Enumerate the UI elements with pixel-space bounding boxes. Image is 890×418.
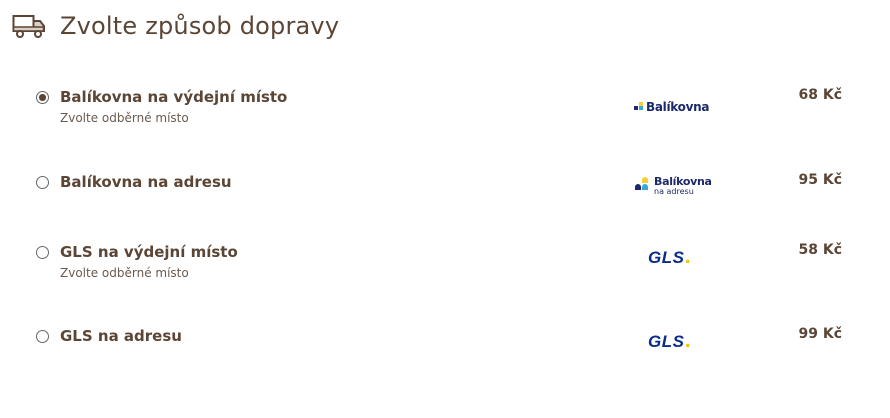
choose-pickup-link[interactable]: Zvolte odběrné místo bbox=[60, 266, 189, 280]
option-price: 68 Kč bbox=[798, 87, 842, 103]
radio-button[interactable] bbox=[36, 91, 49, 104]
option-title: GLS na adresu bbox=[60, 327, 182, 345]
radio-button[interactable] bbox=[36, 176, 49, 189]
gls-logo: GLS. bbox=[648, 332, 691, 352]
shipping-option-balikovna-pickup[interactable]: Balíkovna na výdejní místo Zvolte odběrn… bbox=[36, 87, 842, 139]
option-title: Balíkovna na výdejní místo bbox=[60, 88, 288, 106]
gls-logo: GLS. bbox=[648, 248, 691, 268]
shipping-option-gls-address[interactable]: GLS na adresu GLS. 99 Kč bbox=[36, 326, 842, 378]
option-price: 58 Kč bbox=[798, 242, 842, 258]
shipping-option-balikovna-address[interactable]: Balíkovna na adresu Balíkovna na adresu … bbox=[36, 172, 842, 224]
radio-button[interactable] bbox=[36, 330, 49, 343]
radio-button[interactable] bbox=[36, 246, 49, 259]
shipping-option-gls-pickup[interactable]: GLS na výdejní místo Zvolte odběrné míst… bbox=[36, 242, 842, 294]
balikovna-logo: Balíkovna bbox=[634, 95, 714, 119]
choose-pickup-link[interactable]: Zvolte odběrné místo bbox=[60, 111, 189, 125]
option-price: 95 Kč bbox=[798, 172, 842, 188]
option-title: Balíkovna na adresu bbox=[60, 173, 232, 191]
balikovna-logo-mark-icon bbox=[635, 177, 648, 190]
balikovna-address-logo: Balíkovna na adresu bbox=[634, 175, 714, 199]
shipping-header: Zvolte způsob dopravy bbox=[12, 12, 339, 40]
balikovna-logo-mark-icon bbox=[634, 102, 643, 110]
option-price: 99 Kč bbox=[798, 326, 842, 342]
page-title: Zvolte způsob dopravy bbox=[60, 12, 340, 40]
truck-icon bbox=[12, 15, 45, 38]
option-title: GLS na výdejní místo bbox=[60, 243, 238, 261]
